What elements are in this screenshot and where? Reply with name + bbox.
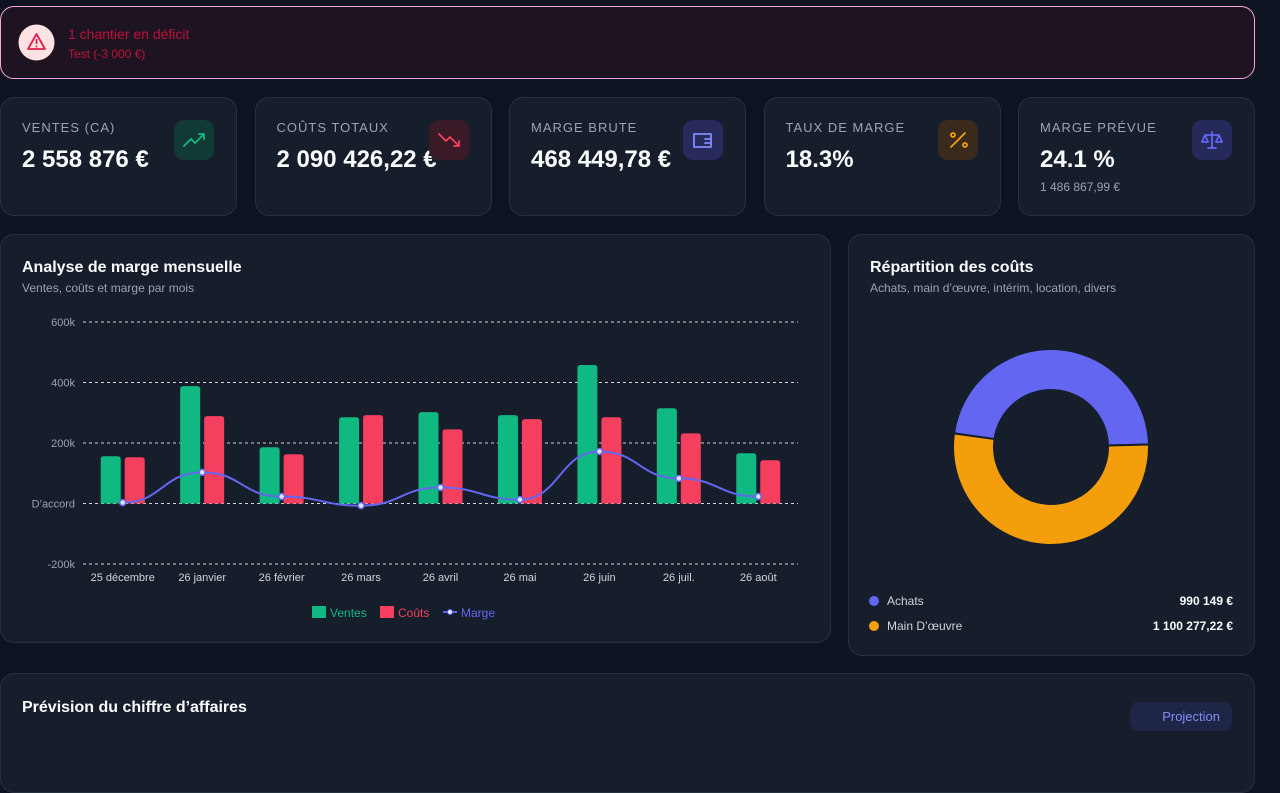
x-tick-label: 26 août: [740, 572, 777, 584]
chart-title: Analyse de marge mensuelle: [22, 259, 242, 276]
y-tick-label: 600k: [51, 317, 75, 329]
legend-swatch: [380, 606, 394, 618]
kpi-card: MARGE BRUTE 468 449,78 €: [509, 97, 746, 216]
donut-slice: [952, 348, 1150, 447]
bar: [283, 454, 304, 504]
kpi-icon: [683, 120, 723, 160]
x-tick-label: 26 avril: [423, 572, 458, 584]
chart-subtitle: Achats, main d’œuvre, intérim, location,…: [870, 281, 1117, 295]
point: [436, 483, 445, 492]
kpi-label: MARGE BRUTE: [531, 120, 638, 135]
kpi-value: 2 090 426,22 €: [276, 146, 437, 173]
x-tick-label: 26 mai: [503, 572, 536, 584]
kpi-value: 2 558 876 €: [22, 146, 149, 173]
kpi-sub: 1 486 867,99 €: [1040, 180, 1121, 194]
point: [118, 498, 127, 507]
legend-label: Ventes: [330, 606, 367, 620]
y-tick-label: D’accord: [32, 499, 75, 511]
y-tick-label: -200k: [47, 559, 75, 571]
x-tick-label: 25 décembre: [91, 572, 155, 584]
kpi-icon: [428, 120, 469, 160]
kpi-card: VENTES (CA) 2 558 876 €: [0, 97, 237, 216]
bar: [521, 419, 542, 504]
point: [198, 468, 206, 477]
kpi-value: 18.3%: [785, 146, 854, 173]
donut-slice: [952, 432, 1150, 546]
bar: [760, 460, 781, 504]
legend-swatch: [312, 606, 326, 618]
value-label: 990 149 €: [1180, 594, 1234, 608]
legend-label: Achats: [887, 594, 924, 608]
legend-label: Coûts: [398, 606, 429, 620]
bar: [100, 456, 121, 504]
point: [277, 492, 286, 501]
bar: [124, 457, 145, 504]
bar: [180, 386, 201, 504]
dashboard: 1 chantier en déficit Test (-3 000 €) VE…: [0, 6, 1255, 793]
bar: [497, 415, 518, 504]
bar: [680, 433, 701, 504]
kpi-label: MARGE PRÉVUE: [1040, 120, 1157, 135]
x-tick-label: 26 février: [259, 572, 305, 584]
legend-swatch: [447, 609, 453, 615]
legend-label: Marge: [461, 606, 495, 620]
bar: [656, 408, 677, 504]
kpi-card: MARGE PRÉVUE 24.1 % 1 486 867,99 €: [1018, 97, 1255, 216]
bar: [577, 364, 598, 504]
charts: -200k D’accord 200k 400k 600k 25 décembre 26 j…: [32, 317, 1234, 633]
kpi-label: VENTES (CA): [22, 120, 116, 135]
kpi-value: 468 449,78 €: [531, 146, 672, 173]
legend-label: Main D’œuvre: [887, 619, 963, 633]
y-tick-label: 400k: [51, 378, 75, 390]
legend-swatch: [869, 596, 879, 606]
x-tick-label: 26 janvier: [178, 572, 226, 584]
kpi-card: TAUX DE MARGE 18.3%: [763, 97, 1001, 216]
x-tick-label: 26 mars: [341, 572, 381, 584]
point: [595, 447, 604, 456]
bar: [204, 416, 225, 504]
bar: [601, 417, 622, 504]
x-tick-label: 26 juil.: [663, 572, 695, 584]
point: [754, 492, 763, 501]
bar: [339, 417, 360, 504]
alert-title: 1 chantier en déficit: [68, 26, 190, 42]
chart-title: Répartition des coûts: [870, 259, 1034, 276]
kpi-value: 24.1 %: [1040, 146, 1115, 173]
point: [675, 474, 683, 483]
chart-subtitle: Ventes, coûts et marge par mois: [22, 281, 195, 295]
alert: 1 chantier en déficit Test (-3 000 €): [0, 6, 1255, 79]
value-label: 1 100 277,22 €: [1153, 619, 1233, 633]
bar: [736, 453, 757, 504]
bar: [259, 447, 280, 504]
bar: [363, 415, 384, 504]
kpi-card: COÛTS TOTAUX 2 090 426,22 €: [254, 97, 492, 216]
kpi-icon: [174, 120, 214, 160]
point: [357, 501, 365, 510]
x-tick-label: 26 juin: [583, 572, 615, 584]
cost-card: Répartition des coûts Achats, main d’œuv…: [848, 234, 1255, 656]
bar: [442, 429, 463, 504]
bar: [418, 412, 439, 504]
alert-detail: Test (-3 000 €): [68, 47, 146, 61]
kpi-icon: [1192, 120, 1232, 160]
kpi-label: COÛTS TOTAUX: [276, 120, 389, 135]
legend-swatch: [869, 621, 879, 631]
kpi-label: TAUX DE MARGE: [785, 120, 906, 135]
forecast-title: Prévision du chiffre d’affaires: [22, 699, 247, 716]
y-tick-label: 200k: [51, 438, 75, 450]
kpi-icon: [937, 120, 978, 160]
point: [516, 495, 524, 504]
alert-icon: [18, 24, 55, 61]
